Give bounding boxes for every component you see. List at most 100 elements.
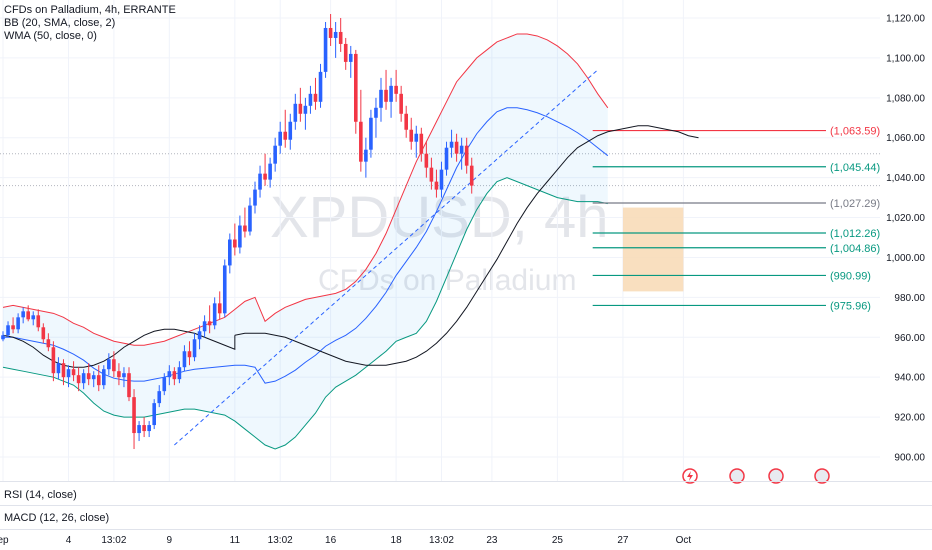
candle-body bbox=[409, 129, 414, 142]
rsi-pane-label[interactable]: RSI (14, close) bbox=[4, 489, 77, 501]
price-tick-label: 980.00 bbox=[894, 293, 925, 304]
candle-body bbox=[333, 31, 338, 38]
candle-body bbox=[76, 375, 81, 384]
candle-body bbox=[102, 369, 106, 386]
time-tick-label: Oct bbox=[676, 535, 692, 546]
candle-body bbox=[137, 425, 141, 434]
time-tick-label: 4 bbox=[66, 535, 72, 546]
time-tick-label: 25 bbox=[552, 535, 564, 546]
candle-body bbox=[268, 163, 272, 180]
candle-body bbox=[293, 103, 298, 122]
candle-body bbox=[197, 331, 202, 340]
candle-body bbox=[389, 85, 393, 102]
candle-body bbox=[36, 315, 41, 328]
candle-body bbox=[31, 315, 36, 320]
candle-body bbox=[364, 149, 368, 162]
candle-body bbox=[278, 131, 282, 146]
time-axis[interactable]: ep 4 13:02 9 11 13:02 16 18 13:02 23 25 27 Oct bbox=[0, 535, 691, 546]
time-tick-label: 27 bbox=[617, 535, 629, 546]
candle-body bbox=[424, 153, 429, 168]
wma-line bbox=[234, 125, 699, 366]
candle-body bbox=[107, 359, 111, 370]
price-axis[interactable]: 900.00 920.00 940.00 960.00 980.00 1,000.00 1,… bbox=[886, 14, 925, 464]
candle-body bbox=[343, 43, 348, 62]
trend-line bbox=[174, 69, 599, 446]
time-tick-label: 13:02 bbox=[268, 535, 293, 546]
time-tick-label: 13:02 bbox=[429, 535, 454, 546]
candle-body bbox=[449, 141, 454, 148]
candle-body bbox=[21, 311, 25, 318]
candle-body bbox=[228, 239, 232, 266]
candle-body bbox=[41, 327, 46, 340]
candle-body bbox=[429, 167, 434, 182]
us-flag-icon[interactable] bbox=[768, 468, 784, 484]
target-zone bbox=[622, 207, 684, 292]
bollinger-lower-band bbox=[2, 177, 608, 450]
candle-body bbox=[288, 121, 293, 140]
pane-separator[interactable] bbox=[0, 505, 932, 506]
candle-body bbox=[51, 347, 56, 374]
candle-body bbox=[384, 89, 388, 102]
candle-body bbox=[81, 373, 86, 384]
candle-body bbox=[127, 373, 131, 398]
candle-body bbox=[16, 317, 20, 330]
candle-body bbox=[379, 89, 383, 108]
candle-body bbox=[419, 133, 424, 154]
candle-body bbox=[46, 339, 51, 348]
candle-body bbox=[122, 373, 126, 378]
candle-body bbox=[172, 371, 177, 380]
candle-body bbox=[26, 311, 30, 320]
candle-body bbox=[202, 321, 207, 332]
candle-body bbox=[394, 85, 398, 94]
candle-body bbox=[152, 403, 156, 426]
candle-body bbox=[142, 425, 146, 432]
candle-body bbox=[308, 93, 313, 106]
candle-body bbox=[313, 93, 318, 102]
candle-body bbox=[283, 131, 288, 140]
legend-bb[interactable]: BB (20, SMA, close, 2) bbox=[4, 17, 116, 29]
candle-body bbox=[454, 141, 459, 154]
candle-body bbox=[263, 173, 267, 180]
price-level-label: (1,045.44) bbox=[830, 162, 880, 174]
candle-body bbox=[318, 71, 323, 102]
us-flag-icon[interactable] bbox=[814, 468, 830, 484]
price-tick-label: 1,000.00 bbox=[886, 253, 925, 264]
candle-body bbox=[207, 321, 212, 326]
macd-pane-label[interactable]: MACD (12, 26, close) bbox=[4, 512, 110, 524]
candle-body bbox=[117, 371, 121, 378]
candle-body bbox=[298, 103, 303, 114]
candle-body bbox=[212, 303, 217, 326]
candle-body bbox=[469, 165, 474, 186]
candle-body bbox=[217, 303, 222, 314]
price-tick-label: 1,040.00 bbox=[886, 173, 925, 184]
price-tick-label: 900.00 bbox=[894, 453, 925, 464]
legend-symbol[interactable]: CFDs on Palladium, 4h, ERRANTE bbox=[4, 4, 176, 16]
time-tick-label: ep bbox=[0, 535, 9, 546]
candle-body bbox=[338, 31, 343, 44]
candle-body bbox=[273, 145, 277, 164]
candle-body bbox=[359, 121, 363, 162]
candle-body bbox=[434, 181, 439, 190]
candle-body bbox=[61, 363, 66, 378]
candle-body bbox=[258, 173, 262, 190]
pane-separator[interactable] bbox=[0, 481, 932, 482]
candle-body bbox=[157, 391, 162, 404]
candle-body bbox=[414, 133, 419, 142]
candle-body bbox=[222, 265, 227, 314]
candle-body bbox=[177, 367, 182, 380]
candle-body bbox=[404, 113, 408, 130]
time-tick-label: 11 bbox=[230, 535, 241, 546]
us-flag-icon[interactable] bbox=[729, 468, 745, 484]
time-tick-label: 13:02 bbox=[101, 535, 126, 546]
price-level-label: (975.96) bbox=[830, 300, 871, 312]
legend-wma[interactable]: WMA (50, close, 0) bbox=[4, 30, 97, 42]
candle-body bbox=[243, 225, 247, 232]
candle-body bbox=[11, 325, 15, 330]
candle-body bbox=[162, 377, 167, 392]
candle-body bbox=[112, 359, 116, 372]
candle-body bbox=[459, 145, 464, 154]
price-level-label: (990.99) bbox=[830, 270, 871, 282]
legend: CFDs on Palladium, 4h, ERRANTE BB (20, S… bbox=[4, 4, 176, 43]
price-level-label: (1,004.86) bbox=[830, 243, 880, 255]
